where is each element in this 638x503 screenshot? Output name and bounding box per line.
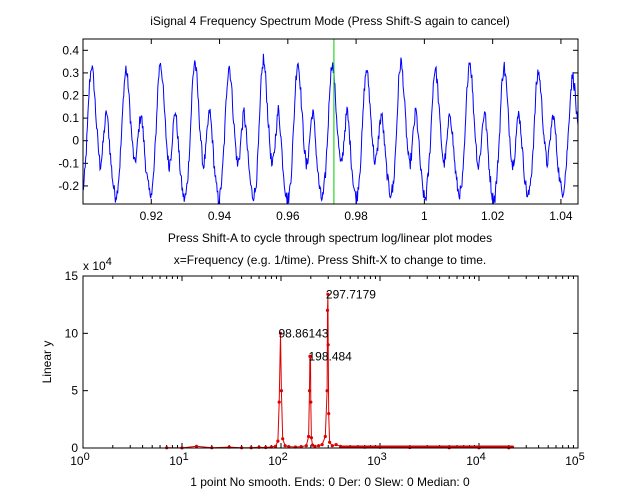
y-exponent-label: x 104 bbox=[83, 256, 112, 273]
spectrum-data-point bbox=[299, 445, 303, 449]
peak-annotation: 198.484 bbox=[308, 349, 352, 363]
signal-ytick-label: -0.2 bbox=[58, 179, 79, 193]
y-exponent-power: 4 bbox=[106, 256, 112, 268]
spectrum-data-point bbox=[307, 389, 312, 393]
signal-plot[interactable]: iSignal 4 Frequency Spectrum Mode (Press… bbox=[58, 14, 579, 245]
spectrum-data-point bbox=[317, 444, 321, 448]
signal-xtick-label: 0.96 bbox=[276, 209, 300, 223]
spectrum-data-point bbox=[313, 444, 317, 448]
signal-xtick-label: 1.02 bbox=[481, 209, 505, 223]
signal-xtick-label: 0.92 bbox=[140, 209, 164, 223]
spectrum-data-point bbox=[326, 292, 330, 296]
spectrum-data-point bbox=[279, 389, 283, 393]
spectrum-plot-area[interactable] bbox=[83, 276, 578, 448]
spectrum-data-point bbox=[328, 440, 332, 444]
spectrum-xtick-label: 104 bbox=[466, 451, 485, 468]
spectrum-ytick-label: 15 bbox=[65, 269, 79, 283]
spectrum-plot-title: x=Frequency (e.g. 1/time). Press Shift-X… bbox=[174, 253, 486, 267]
spectrum-data-point bbox=[287, 445, 291, 449]
spectrum-ytick-label: 5 bbox=[71, 384, 78, 398]
signal-ytick-label: 0.3 bbox=[62, 66, 79, 80]
spectrum-plot-ylabel: Linear y bbox=[40, 341, 54, 384]
signal-xtick-label: 0.98 bbox=[344, 209, 368, 223]
signal-ytick-label: 0.1 bbox=[62, 111, 79, 125]
signal-series-line bbox=[82, 53, 579, 205]
spectrum-data-point bbox=[278, 331, 283, 335]
spectrum-plot-xlabel: 1 point No smooth. Ends: 0 Der: 0 Slew: … bbox=[190, 475, 470, 489]
signal-plot-xlabel: Press Shift-A to cycle through spectrum … bbox=[168, 231, 492, 245]
spectrum-data-point bbox=[308, 354, 313, 358]
spectrum-data-point bbox=[325, 389, 329, 393]
spectrum-data-point bbox=[281, 437, 285, 441]
spectrum-plot-frame bbox=[82, 275, 579, 449]
spectrum-data-point bbox=[326, 343, 330, 347]
y-exponent-base: x 10 bbox=[83, 259, 106, 273]
spectrum-data-point bbox=[307, 434, 311, 439]
spectrum-data-point bbox=[276, 439, 280, 443]
spectrum-data-point bbox=[334, 443, 338, 447]
peak-annotation: 98.86143 bbox=[279, 326, 329, 340]
peak-annotation: 297.7179 bbox=[326, 287, 376, 301]
spectrum-data-point bbox=[194, 444, 199, 448]
spectrum-data-point bbox=[309, 436, 313, 440]
signal-xtick-label: 1.04 bbox=[549, 209, 573, 223]
spectrum-data-point bbox=[309, 400, 313, 404]
signal-plot-title: iSignal 4 Frequency Spectrum Mode (Press… bbox=[150, 14, 510, 28]
spectrum-xtick-label: 101 bbox=[169, 451, 188, 468]
spectrum-data-point bbox=[325, 308, 330, 312]
signal-ytick-label: -0.1 bbox=[58, 156, 79, 170]
spectrum-xtick-label: 105 bbox=[565, 451, 584, 468]
signal-ytick-label: 0.2 bbox=[62, 89, 79, 103]
spectrum-data-point bbox=[327, 412, 331, 416]
spectrum-xtick-label: 103 bbox=[367, 451, 386, 468]
spectrum-data-point bbox=[310, 443, 315, 447]
spectrum-data-point bbox=[283, 444, 287, 448]
spectrum-data-point bbox=[277, 400, 281, 404]
signal-ytick-label: 0.4 bbox=[62, 43, 79, 57]
spectrum-ytick-label: 10 bbox=[65, 326, 79, 340]
signal-xtick-label: 0.94 bbox=[208, 209, 232, 223]
signal-plot-frame bbox=[82, 38, 579, 205]
spectrum-ytick-label: 0 bbox=[71, 441, 78, 455]
signal-xtick-label: 1 bbox=[421, 209, 428, 223]
signal-ytick-label: 0 bbox=[72, 134, 79, 148]
spectrum-xtick-label: 102 bbox=[268, 451, 287, 468]
spectrum-data-point bbox=[330, 444, 334, 448]
spectrum-data-point bbox=[304, 444, 308, 448]
spectrum-data-point bbox=[323, 434, 327, 439]
spectrum-plot[interactable]: x=Frequency (e.g. 1/time). Press Shift-X… bbox=[40, 253, 585, 489]
spectrum-xtick-label: 100 bbox=[70, 451, 89, 468]
spectrum-data-point bbox=[320, 443, 324, 447]
spectrum-data-point bbox=[273, 444, 278, 448]
